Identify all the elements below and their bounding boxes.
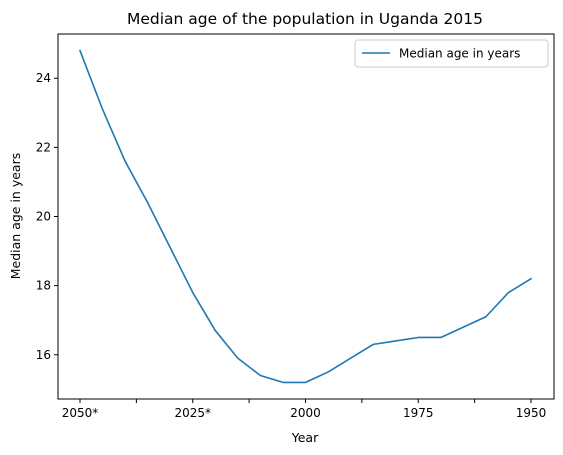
x-tick-label: 2000	[290, 406, 321, 420]
chart-title: Median age of the population in Uganda 2…	[127, 10, 483, 28]
y-axis-label: Median age in years	[8, 153, 23, 279]
legend-box	[354, 39, 549, 68]
legend: Median age in years	[354, 39, 549, 68]
x-tick-label: 2025*	[174, 406, 211, 420]
y-tick-label: 24	[36, 71, 51, 85]
x-axis-label: Year	[291, 430, 319, 445]
series-line-median-age	[78, 49, 533, 384]
y-tick-label: 22	[36, 140, 51, 154]
y-tick-label: 20	[36, 210, 51, 224]
plot-frame	[57, 33, 555, 400]
y-tick-label: 16	[36, 348, 51, 362]
y-tick-label: 18	[36, 279, 51, 293]
x-tick-label: 1975	[403, 406, 434, 420]
x-tick-label: 1950	[516, 406, 547, 420]
y-axis: 16 18 20 22 24	[36, 71, 58, 362]
plot-area: 16 18 20 22 24 2050* 2025* 2000 1975 1950	[36, 33, 555, 420]
x-axis: 2050* 2025* 2000 1975 1950	[62, 399, 547, 420]
legend-label: Median age in years	[399, 47, 520, 61]
x-tick-label: 2050*	[62, 406, 99, 420]
